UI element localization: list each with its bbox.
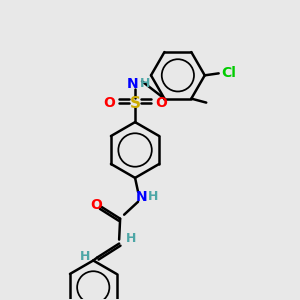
Text: O: O	[103, 96, 115, 110]
Text: H: H	[140, 77, 150, 90]
Text: H: H	[148, 190, 159, 203]
Text: H: H	[80, 250, 91, 263]
Text: Cl: Cl	[221, 66, 236, 80]
Text: O: O	[90, 198, 102, 212]
Text: H: H	[126, 232, 136, 245]
Text: S: S	[130, 96, 141, 111]
Text: N: N	[126, 77, 138, 91]
Text: O: O	[155, 96, 167, 110]
Text: N: N	[136, 190, 148, 204]
